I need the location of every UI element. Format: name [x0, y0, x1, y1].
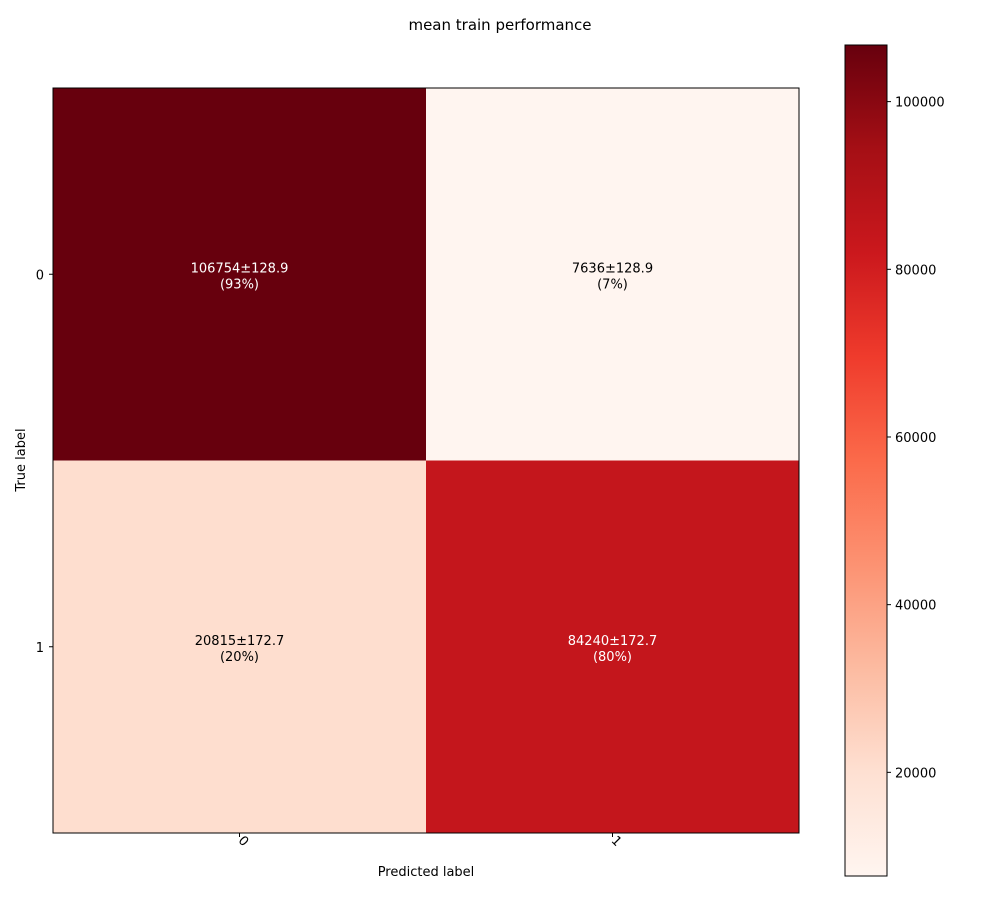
cell-value-label: 20815±172.7	[195, 634, 284, 649]
y-axis-ticks: 01	[36, 268, 53, 656]
colorbar-tick-label: 60000	[895, 431, 936, 446]
heatmap-cell	[53, 88, 427, 461]
colorbar	[844, 44, 888, 877]
colorbar-ticks: 20000 40000 60000 80000 100000	[887, 96, 945, 781]
colorbar-tick-label: 20000	[895, 766, 936, 781]
heatmap-cell	[426, 460, 800, 834]
cell-percent-label: (80%)	[593, 650, 632, 665]
cell-value-label: 84240±172.7	[568, 634, 657, 649]
heatmap-cell	[426, 88, 800, 461]
colorbar-tick-label: 80000	[895, 263, 936, 278]
colorbar-tick-label: 40000	[895, 599, 936, 614]
cell-percent-label: (7%)	[597, 277, 628, 292]
cell-percent-label: (20%)	[220, 650, 259, 665]
y-tick-label: 1	[36, 641, 44, 656]
y-tick-label: 0	[36, 268, 44, 283]
colorbar-tick-label: 100000	[895, 96, 945, 111]
heatmap-cell	[53, 460, 427, 834]
x-tick-label: 1	[608, 833, 624, 849]
x-tick-label: 0	[235, 833, 251, 849]
cell-value-label: 7636±128.9	[572, 261, 653, 276]
chart-title: mean train performance	[408, 16, 591, 34]
cell-percent-label: (93%)	[220, 277, 259, 292]
plot-frame	[52, 87, 800, 834]
cell-value-label: 106754±128.9	[191, 261, 289, 276]
heatmap-cells: 106754±128.9(93%) 7636±128.9(7%) 20815±172…	[53, 88, 800, 834]
y-axis-label: True label	[14, 428, 29, 492]
x-axis-label: Predicted label	[378, 865, 475, 880]
